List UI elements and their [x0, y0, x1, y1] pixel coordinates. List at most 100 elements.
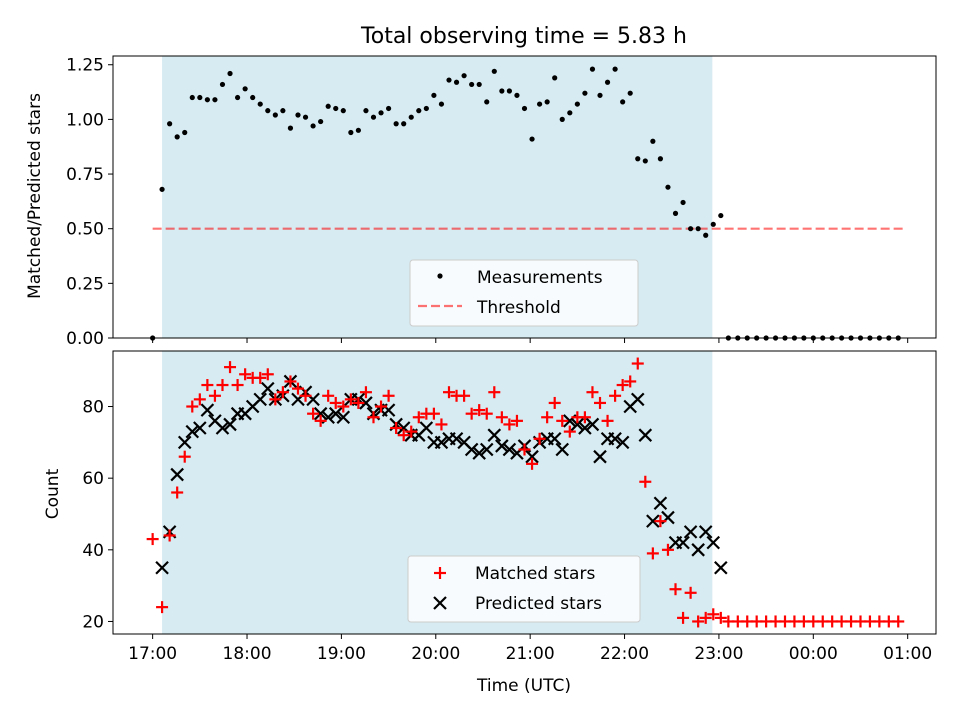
measurement-point: [257, 101, 263, 107]
matched-point: [390, 422, 403, 435]
matched-point: [556, 414, 569, 427]
matched-point: [510, 414, 523, 427]
predicted-point: [593, 449, 607, 464]
measurement-point: [680, 199, 686, 206]
matched-point: [178, 450, 191, 463]
matched-point: [639, 475, 652, 488]
measurement-point: [461, 73, 467, 79]
measurement-point: [242, 86, 248, 92]
matched-point: [699, 611, 712, 624]
matched-point: [163, 529, 176, 542]
predicted-point: [555, 442, 570, 457]
measurement-point: [340, 108, 346, 114]
measurement-point: [431, 92, 437, 98]
y-tick-label: 1.25: [66, 56, 104, 76]
legend-matched-label: Matched stars: [475, 564, 595, 584]
measurement-point: [446, 77, 452, 83]
y-tick-label: 0.75: [66, 165, 104, 185]
matched-point: [322, 389, 335, 402]
y-tick-label: 20: [82, 612, 104, 632]
predicted-point: [646, 514, 660, 528]
matched-point: [601, 414, 614, 427]
measurement-point: [438, 101, 445, 107]
matched-point: [480, 407, 493, 420]
ratio-x-ticks: [152, 338, 909, 343]
x-tick-label: 23:00: [694, 644, 743, 664]
matched-point: [412, 411, 425, 424]
matched-point: [171, 486, 184, 499]
measurement-point: [227, 70, 233, 77]
measurement-point: [657, 156, 664, 162]
predicted-point: [155, 560, 169, 575]
chart-title: Total observing time = 5.83 h: [360, 24, 687, 49]
matched-point: [707, 608, 720, 621]
matched-point: [284, 375, 297, 388]
x-tick-label: 17:00: [128, 644, 177, 664]
predicted-point: [706, 535, 721, 550]
matched-point: [518, 443, 531, 456]
y-tick-label: 1.00: [66, 110, 104, 130]
measurement-point: [688, 226, 694, 232]
measurement-point: [612, 66, 618, 72]
matched-point: [307, 407, 320, 420]
measurement-point: [378, 110, 384, 116]
matched-point: [624, 375, 637, 388]
predicted-point: [525, 449, 539, 464]
predicted-point: [676, 535, 690, 550]
measurement-point: [529, 136, 535, 142]
measurement-point: [401, 121, 407, 127]
matched-point: [201, 379, 214, 392]
measurement-point: [385, 105, 392, 112]
measurement-point: [665, 184, 671, 190]
matched-point: [465, 407, 478, 420]
matched-point: [495, 411, 508, 424]
matched-point: [276, 386, 289, 399]
measurement-point: [476, 81, 482, 88]
measurement-point: [159, 186, 165, 192]
measurement-point: [295, 112, 301, 118]
ratio-legend: Measurements Threshold: [409, 259, 639, 327]
x-tick-label: 20:00: [411, 644, 460, 664]
measurement-point: [718, 212, 724, 219]
matched-point: [541, 411, 554, 424]
measurement-point: [650, 138, 656, 144]
predicted-point: [570, 417, 585, 432]
matched-point: [208, 389, 221, 402]
y-tick-label: 0.00: [66, 329, 104, 349]
matched-point: [314, 414, 327, 427]
predicted-point: [336, 410, 351, 425]
measurement-point: [559, 116, 565, 122]
matched-point: [435, 418, 448, 431]
matched-point: [488, 386, 501, 399]
matched-point: [239, 368, 252, 381]
counts-y-axis-label: Count: [43, 468, 63, 519]
measurement-point: [302, 114, 309, 120]
counts-legend: Matched stars Predicted stars: [407, 555, 641, 623]
measurement-point: [469, 81, 475, 88]
measurement-point: [597, 92, 603, 98]
predicted-point: [419, 421, 434, 435]
measurement-point: [703, 232, 709, 238]
measurement-point: [318, 118, 324, 125]
matched-point: [594, 396, 607, 409]
legend-matched-marker: [434, 567, 446, 579]
predicted-point: [193, 421, 207, 435]
measurement-point: [506, 88, 512, 94]
measurement-point: [491, 68, 497, 74]
counts-axes-frame: [112, 350, 937, 635]
legend-measurements-label: Measurements: [477, 268, 603, 288]
matched-point: [473, 404, 486, 417]
ratio-legend-box: [409, 259, 639, 327]
predicted-point: [170, 467, 184, 482]
predicted-point: [253, 392, 268, 407]
measurement-point: [423, 105, 429, 112]
matched-point: [578, 411, 591, 424]
matched-point: [337, 400, 350, 413]
matched-point: [714, 611, 727, 624]
matched-point: [156, 601, 169, 614]
measurement-point: [333, 105, 339, 112]
measurement-point: [197, 94, 203, 101]
matched-point: [548, 396, 561, 409]
predicted-point: [578, 421, 592, 435]
